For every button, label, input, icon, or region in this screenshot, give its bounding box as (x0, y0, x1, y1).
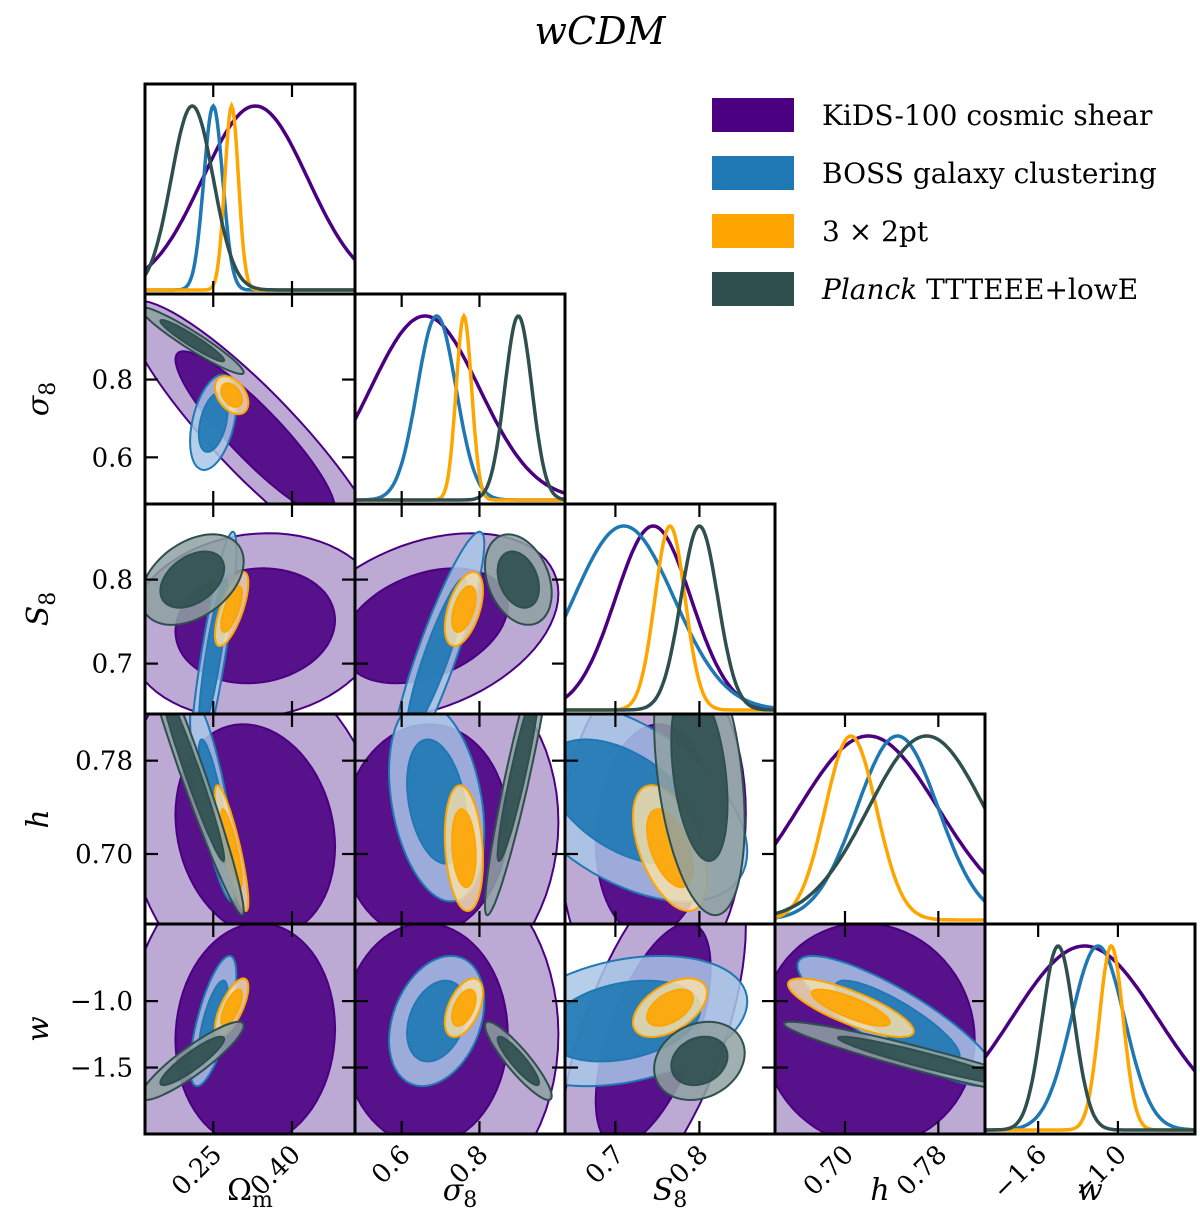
planck-contour-68 (159, 319, 226, 363)
kids-marginal-h (775, 734, 985, 876)
panel-Omega_m-S_8 (145, 530, 355, 714)
x-tick-label: −1.6 (987, 1140, 1053, 1206)
y-tick-label: 0.7 (92, 650, 133, 680)
planck-contour-68 (165, 714, 226, 863)
panel-h-w (775, 924, 985, 1134)
planck-contour-68 (159, 550, 226, 609)
x-tick-label: 0.7 (580, 1140, 630, 1190)
x3-contour-68 (220, 988, 243, 1027)
legend-label-x3: 3 × 2pt (822, 215, 929, 248)
planck-contour-68 (496, 714, 538, 863)
legend-label-planck: Planck TTTEEE+lowE (821, 273, 1138, 306)
panel-Omega_m-sigma_8 (145, 300, 355, 504)
planck-contour-68 (670, 1035, 729, 1087)
axis-label-S_8: S8 (21, 592, 61, 627)
kids-marginal-w (985, 944, 1195, 1073)
x3-contour-68 (645, 988, 695, 1027)
axis-label-w: w (1077, 1173, 1103, 1208)
kids-marginal-Omega_m (145, 104, 355, 272)
planck-contour-68 (836, 1035, 985, 1083)
chart-title: wCDM (535, 9, 667, 53)
planck-marginal-w (985, 944, 1195, 1132)
boss-marginal-S_8 (565, 524, 775, 710)
axis-label-w: w (21, 1016, 56, 1042)
panel-sigma_8-h (355, 714, 560, 924)
panel-frame (563, 502, 777, 716)
x-tick-label: 0.25 (166, 1140, 228, 1202)
planck-marginal-sigma_8 (355, 314, 565, 502)
axis-label-sigma_8: σ8 (21, 382, 61, 416)
axis-label-omega_m: Ωm (227, 1173, 273, 1213)
panel-S_8-h (565, 714, 749, 924)
x3-contour-68 (220, 584, 243, 634)
planck-marginal-h (775, 734, 985, 916)
y-tick-label: 0.70 (75, 840, 133, 870)
panel-Omega_m-h (145, 714, 355, 924)
axis-label-h: h (870, 1173, 889, 1208)
x3-contour-68 (451, 988, 477, 1027)
panel-S_8-w (565, 924, 749, 1134)
marginal-w (985, 943, 1195, 1132)
planck-marginal-Omega_m (145, 104, 355, 292)
boss-marginal-Omega_m (145, 103, 355, 292)
legend: KiDS-100 cosmic shear BOSS galaxy cluster… (712, 98, 1157, 306)
planck-contour-68 (670, 714, 729, 863)
legend-swatch-planck (712, 272, 794, 306)
legend-label-kids: KiDS-100 cosmic shear (822, 99, 1153, 132)
x3-marginal-h (775, 734, 985, 922)
marginal-S_8 (565, 524, 775, 712)
y-tick-label: 0.78 (75, 747, 133, 777)
y-tick-label: 0.8 (92, 566, 133, 596)
planck-contour-68 (496, 550, 541, 609)
marginal-sigma_8 (355, 312, 565, 502)
legend-label-boss: BOSS galaxy clustering (822, 157, 1157, 190)
x3-contour-68 (810, 988, 891, 1027)
x3-contour-68 (451, 808, 477, 889)
legend-swatch-kids (712, 98, 794, 132)
x3-marginal-Omega_m (145, 101, 355, 292)
panel-frame (143, 82, 357, 296)
axis-label-h: h (21, 809, 56, 828)
boss-marginal-h (775, 734, 985, 920)
x3-contour-68 (220, 382, 243, 408)
panel-sigma_8-S_8 (355, 530, 560, 714)
planck-contour-68 (159, 1035, 226, 1087)
x-tick-label: 0.78 (891, 1140, 953, 1202)
panel-group (143, 82, 1197, 1136)
axis-label-sigma_8: σ8 (443, 1173, 477, 1213)
legend-swatch-boss (712, 156, 794, 190)
planck-marginal-S_8 (565, 524, 775, 712)
panel-sigma_8-w (355, 924, 560, 1134)
y-tick-label: 0.6 (92, 443, 133, 473)
y-tick-label: −1.5 (70, 1054, 133, 1084)
axis-label-S_8: S8 (653, 1173, 688, 1213)
panel-frame (983, 922, 1197, 1136)
panel-Omega_m-w (145, 924, 355, 1134)
marginal-Omega_m (145, 101, 355, 292)
marginal-h (775, 734, 985, 922)
x3-contour-68 (451, 584, 477, 634)
x-tick-label: 0.70 (798, 1140, 860, 1202)
legend-swatch-x3 (712, 214, 794, 248)
x-tick-label: 0.6 (366, 1140, 416, 1190)
boss-marginal-w (985, 944, 1195, 1132)
y-tick-label: 0.8 (92, 366, 133, 396)
planck-contour-68 (496, 1035, 541, 1087)
y-tick-label: −1.0 (70, 987, 133, 1017)
